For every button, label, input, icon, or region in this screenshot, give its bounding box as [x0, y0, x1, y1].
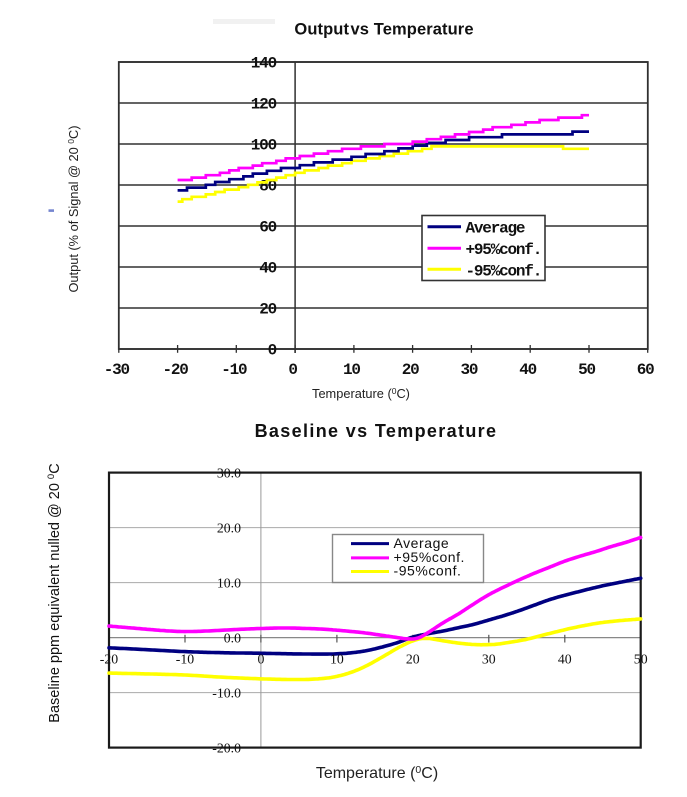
svg-text:120: 120 [251, 96, 277, 114]
svg-text:10.0: 10.0 [217, 576, 241, 591]
svg-text:-20.0: -20.0 [212, 741, 241, 756]
svg-text:-10: -10 [176, 651, 194, 666]
svg-text:-10: -10 [221, 361, 247, 379]
svg-text:50: 50 [634, 651, 648, 666]
svg-text:Temperature (0C): Temperature (0C) [316, 764, 438, 782]
svg-text:Average: Average [394, 535, 450, 551]
svg-text:40: 40 [259, 260, 276, 278]
svg-text:0.0: 0.0 [224, 631, 241, 646]
svg-text:Baseline vs Temperature: Baseline vs Temperature [255, 421, 498, 441]
svg-text:20.0: 20.0 [217, 521, 241, 536]
svg-text:0: 0 [268, 342, 277, 360]
svg-text:40: 40 [519, 361, 536, 379]
svg-text:60: 60 [637, 361, 654, 379]
svg-text:10: 10 [330, 651, 344, 666]
svg-text:-10.0: -10.0 [212, 686, 241, 701]
svg-text:0: 0 [257, 651, 264, 666]
svg-text:30.0: 30.0 [217, 466, 241, 481]
svg-text:Average: Average [466, 220, 525, 238]
svg-text:-95%conf.: -95%conf. [394, 563, 462, 579]
svg-text:20: 20 [402, 361, 419, 379]
svg-text:+95%conf.: +95%conf. [394, 549, 466, 565]
svg-text:100: 100 [251, 137, 277, 155]
svg-text:30: 30 [482, 651, 496, 666]
svg-text:40: 40 [558, 651, 572, 666]
svg-text:50: 50 [578, 361, 595, 379]
svg-text:Baseline ppm equivalent nulled: Baseline ppm equivalent nulled @ 20 0C [46, 463, 63, 722]
svg-text:0: 0 [288, 361, 297, 379]
svg-text:-30: -30 [104, 361, 130, 379]
svg-text:-20: -20 [162, 361, 188, 379]
svg-text:+95%conf.: +95%conf. [466, 241, 542, 259]
svg-text:-95%conf.: -95%conf. [466, 262, 542, 280]
svg-text:140: 140 [251, 55, 277, 73]
svg-text:10: 10 [343, 361, 360, 379]
svg-text:20: 20 [406, 651, 420, 666]
svg-text:60: 60 [259, 219, 276, 237]
svg-text:30: 30 [460, 361, 477, 379]
svg-text:Temperature (0C): Temperature (0C) [312, 386, 410, 401]
svg-text:Output (% of Signal @ 20 0C): Output (% of Signal @ 20 0C) [66, 125, 81, 292]
svg-text:20: 20 [259, 301, 276, 319]
svg-text:Output vs Temperature: Output vs Temperature [294, 21, 473, 39]
svg-text:-20: -20 [100, 651, 118, 666]
